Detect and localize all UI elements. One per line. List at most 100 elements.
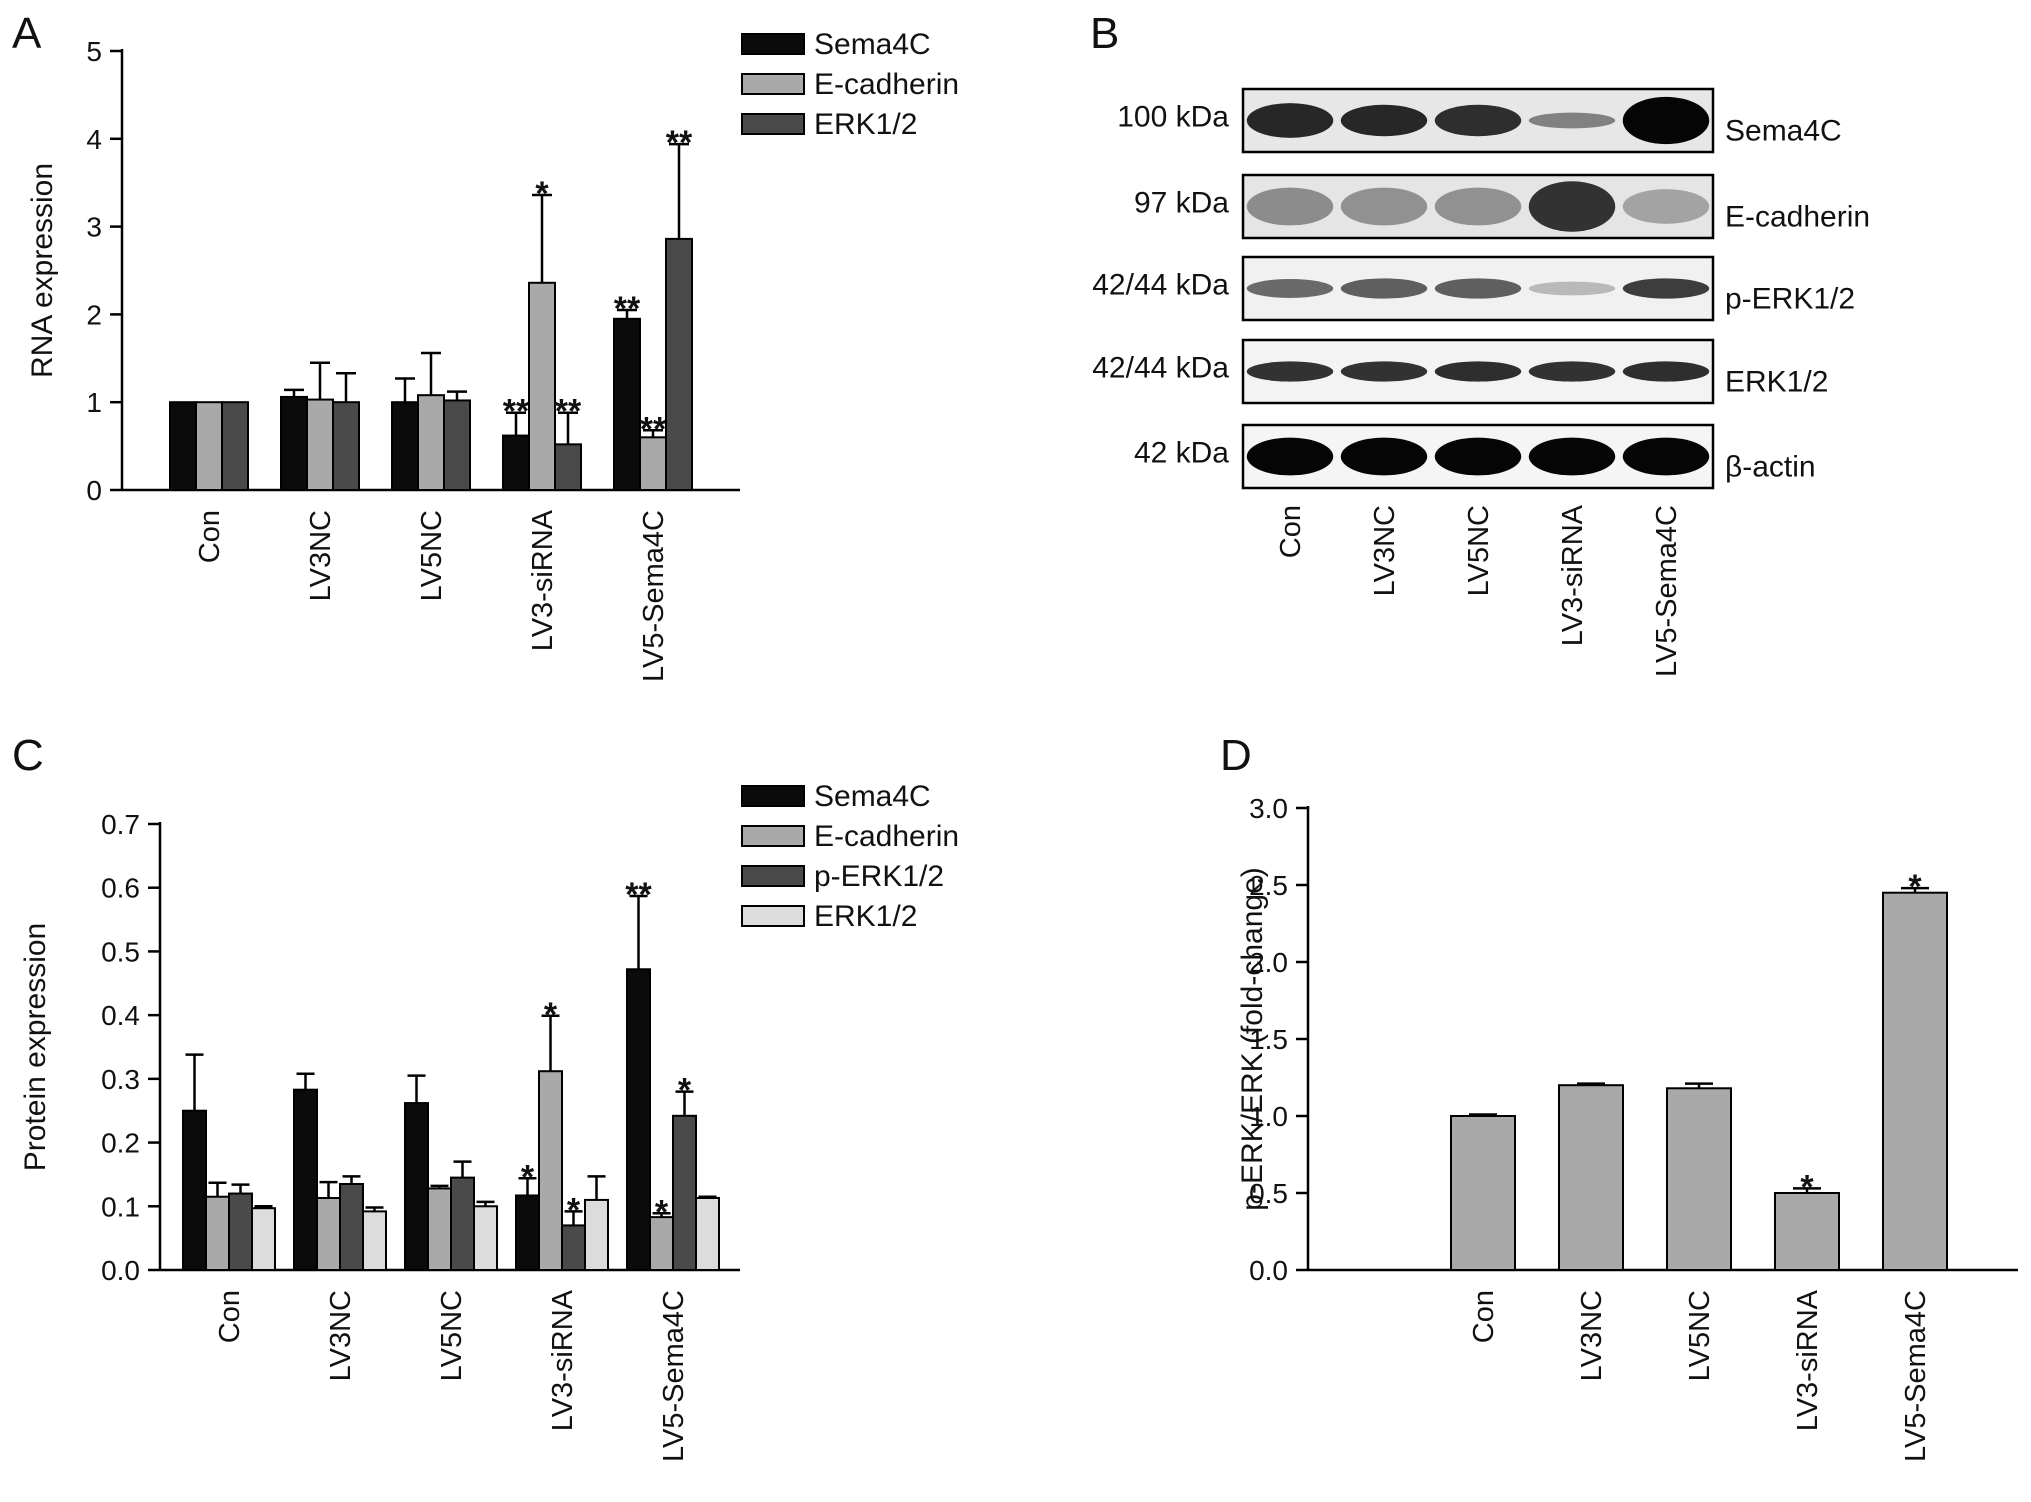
legend-label-erk1-2: ERK1/2 [814, 900, 917, 933]
y-tick-label: 0.4 [101, 1000, 140, 1031]
blot-lane-label-lv5nc: LV5NC [1463, 505, 1495, 596]
bar-e-cadherin-con [195, 401, 223, 492]
panel-letter-a: A [12, 9, 42, 58]
significance-marker: * [1908, 868, 1922, 906]
category-label-lv5-sema4c: LV5-Sema4C [638, 510, 670, 682]
y-tick-label: 0.5 [1249, 1178, 1288, 1209]
blot-protein-label: ERK1/2 [1725, 366, 1828, 399]
blot-band-sema4c-lv5nc [1434, 104, 1522, 137]
blot-band-sema4c-lv3nc [1340, 104, 1428, 137]
blot-band-erk1-2-lv3-sirna [1528, 361, 1616, 382]
legend-swatch-p-erk1-2 [741, 865, 805, 887]
blot-protein-label: β-actin [1725, 451, 1816, 484]
legend-label-sema4c: Sema4C [814, 780, 931, 813]
y-tick-label: 1.5 [1249, 1024, 1288, 1055]
y-tick-label: 0.6 [101, 873, 140, 904]
blot-kda-label: 42 kDa [1134, 437, 1229, 470]
y-tick-label: 2.0 [1249, 947, 1288, 978]
legend-swatch-sema4c [741, 33, 805, 55]
y-axis-label: Protein expression [19, 923, 52, 1171]
blot-band-erk1-2-lv3nc [1340, 361, 1428, 382]
bar-e-cadherin-lv5-sema4c [639, 436, 667, 492]
legend-label-erk1-2: ERK1/2 [814, 108, 917, 141]
blot-band-sema4c-con [1246, 103, 1334, 138]
legend-swatch-erk1-2 [741, 905, 805, 927]
significance-marker: ** [614, 290, 641, 328]
western-blot-b: 100 kDa Sema4C 97 kDa E-cadherin 42/44 kDa p-… [1092, 87, 1870, 677]
bar-erk1-2-lv5-sema4c [665, 237, 693, 491]
category-label-lv5-sema4c: LV5-Sema4C [1900, 1290, 1932, 1462]
bar-erk1-2-con [221, 401, 249, 492]
blot-band-e-cadherin-lv5-sema4c [1622, 189, 1710, 224]
significance-marker: ** [625, 876, 652, 914]
blot-row-p-erk1-2: 42/44 kDa p-ERK1/2 [1092, 255, 1855, 322]
bar-e-cadherin-lv3nc [306, 398, 334, 492]
significance-marker: ** [555, 393, 582, 431]
bar-sema4c-lv5-sema4c [613, 317, 641, 492]
blot-kda-label: 42/44 kDa [1092, 269, 1229, 302]
blot-band-p-erk1-2-lv3nc [1340, 278, 1428, 299]
blot-band-actin-lv3-sirna [1528, 437, 1616, 476]
legend-swatch-e-cadherin [741, 73, 805, 95]
bar-sema4c-lv3-sirna [515, 1194, 540, 1272]
bar-p-erk1-2-lv3-sirna [561, 1224, 586, 1272]
blot-row-actin: 42 kDa β-actin [1134, 423, 1816, 490]
category-label-lv3-sirna: LV3-siRNA [527, 509, 559, 651]
y-tick-label: 1 [86, 387, 102, 418]
blot-band-erk1-2-con [1246, 361, 1334, 382]
blot-protein-label: Sema4C [1725, 115, 1842, 148]
significance-marker: * [567, 1191, 581, 1229]
blot-band-p-erk1-2-con [1246, 279, 1334, 298]
blot-kda-label: 42/44 kDa [1092, 352, 1229, 385]
bar-p-erk1-2-lv5nc [450, 1176, 475, 1271]
blot-row-sema4c: 100 kDa Sema4C [1117, 87, 1842, 154]
blot-band-actin-lv3nc [1340, 437, 1428, 476]
category-label-lv5-sema4c: LV5-Sema4C [658, 1290, 690, 1462]
bar-sema4c-lv5nc [404, 1102, 429, 1272]
significance-marker: ** [503, 393, 530, 431]
category-label-con: Con [1468, 1290, 1500, 1343]
panel-letter-d: D [1220, 731, 1252, 780]
y-tick-label: 0.0 [1249, 1255, 1288, 1286]
chart-d: 0.0 0.5 1.0 1.5 2.0 2.5 3.0 p-ERK/ERK (fold-cha… [1236, 793, 2018, 1462]
blot-lane-label-lv5-sema4c: LV5-Sema4C [1651, 505, 1683, 677]
bar-e-cadherin-lv5nc [417, 394, 445, 491]
y-tick-label: 0.1 [101, 1191, 140, 1222]
bar-value-con [1450, 1115, 1516, 1271]
bar-sema4c-lv3nc [293, 1088, 318, 1272]
bar-value-lv5-sema4c [1882, 891, 1948, 1271]
bar-erk1-2-lv3-sirna [584, 1198, 609, 1272]
blot-band-sema4c-lv5-sema4c [1622, 96, 1710, 145]
blot-band-e-cadherin-lv3nc [1340, 187, 1428, 226]
legend-label-e-cadherin: E-cadherin [814, 820, 959, 853]
bar-sema4c-lv3-sirna [502, 434, 530, 491]
category-label-lv5nc: LV5NC [416, 510, 448, 601]
blot-protein-label: p-ERK1/2 [1725, 283, 1855, 316]
significance-marker: ** [666, 124, 693, 162]
y-tick-label: 3.0 [1249, 793, 1288, 824]
blot-band-actin-lv5nc [1434, 437, 1522, 476]
bar-value-lv3-sirna [1774, 1192, 1840, 1271]
significance-marker: ** [640, 410, 667, 448]
blot-band-e-cadherin-lv3-sirna [1528, 181, 1616, 232]
blot-band-actin-lv5-sema4c [1622, 437, 1710, 476]
significance-marker: * [1800, 1168, 1814, 1206]
bar-sema4c-lv3nc [280, 395, 308, 492]
bar-p-erk1-2-lv5-sema4c [672, 1114, 697, 1271]
blot-band-erk1-2-lv5nc [1434, 361, 1522, 382]
bar-erk1-2-lv3-sirna [554, 443, 582, 491]
bar-sema4c-lv5-sema4c [626, 968, 651, 1271]
legend-label-p-erk1-2: p-ERK1/2 [814, 860, 944, 893]
bar-value-lv5nc [1666, 1087, 1732, 1272]
blot-row-e-cadherin: 97 kDa E-cadherin [1134, 173, 1870, 240]
blot-band-p-erk1-2-lv5-sema4c [1622, 278, 1710, 299]
category-label-con: Con [214, 1290, 246, 1343]
blot-band-actin-con [1246, 437, 1334, 476]
category-label-lv3nc: LV3NC [325, 1290, 357, 1381]
significance-marker: * [678, 1072, 692, 1110]
blot-band-sema4c-lv3-sirna [1528, 112, 1616, 129]
blot-lane-label-con: Con [1275, 505, 1307, 558]
category-label-lv3nc: LV3NC [1576, 1290, 1608, 1381]
